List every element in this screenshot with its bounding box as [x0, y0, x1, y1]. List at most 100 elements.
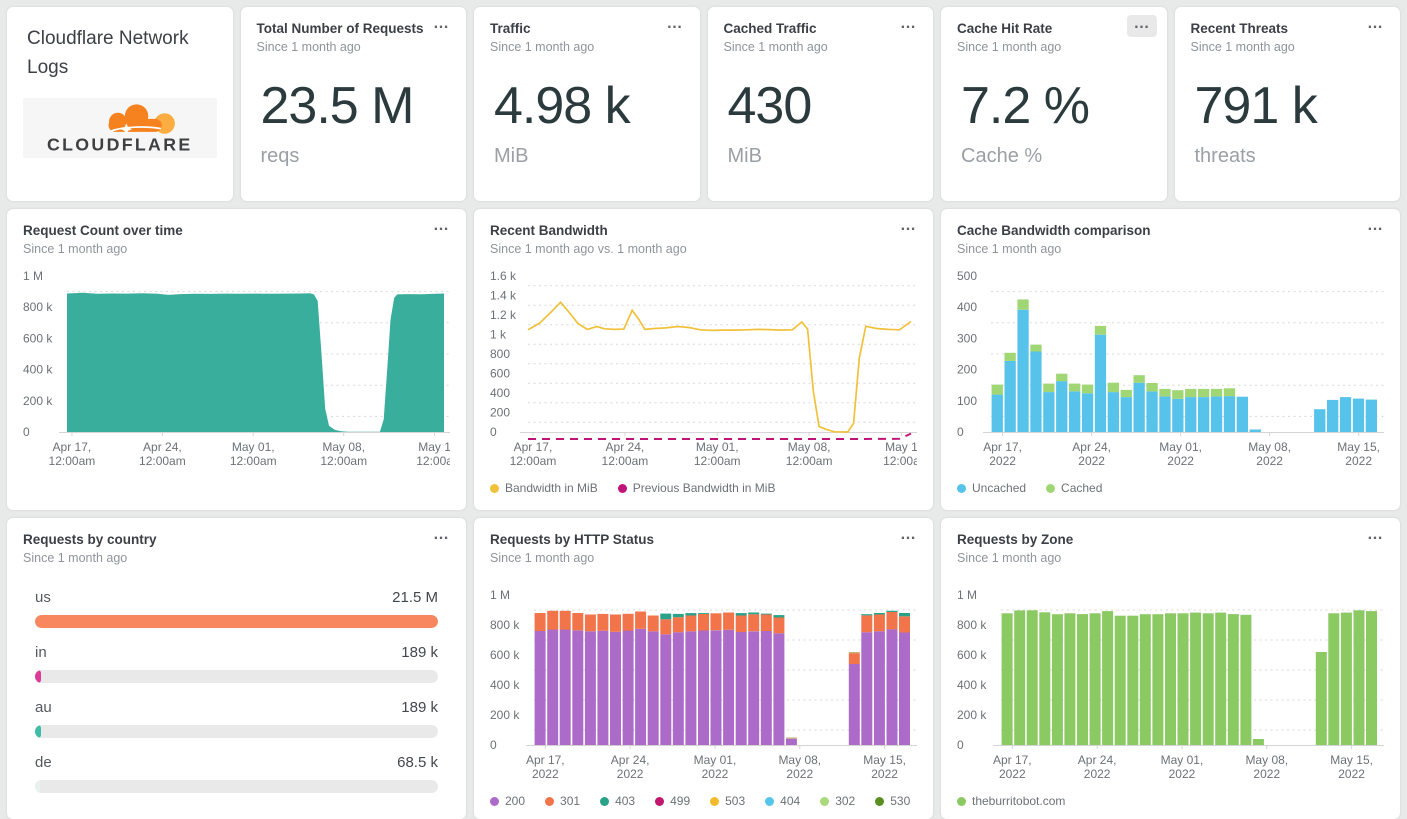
legend-label: Cached: [1061, 481, 1102, 495]
panel-menu-button[interactable]: …: [893, 217, 923, 239]
svg-text:2022: 2022: [871, 767, 898, 781]
panel-requests-by-http-status: Requests by HTTP Status Since 1 month ag…: [474, 518, 933, 819]
legend-dot-icon: [710, 797, 719, 806]
panel-title: Traffic: [490, 21, 684, 37]
svg-text:May 08,: May 08,: [788, 440, 831, 454]
svg-text:2022: 2022: [1078, 454, 1105, 468]
svg-text:Apr 24,: Apr 24,: [1072, 440, 1111, 454]
legend-dot-icon: [490, 797, 499, 806]
panel-menu-button[interactable]: …: [426, 526, 456, 548]
svg-text:12:00a: 12:00a: [416, 454, 450, 468]
svg-text:200: 200: [957, 363, 977, 377]
svg-text:May 08,: May 08,: [1245, 753, 1288, 767]
country-label: in: [35, 644, 47, 661]
svg-text:12:00am: 12:00am: [602, 454, 649, 468]
panel-menu-button[interactable]: …: [660, 15, 690, 37]
svg-text:0: 0: [490, 425, 497, 439]
legend-item[interactable]: Cached: [1046, 481, 1102, 495]
svg-text:12:00a: 12:00a: [883, 454, 917, 468]
stat-value: 791 k: [1195, 80, 1381, 132]
legend-item[interactable]: 404: [765, 794, 800, 808]
svg-text:2022: 2022: [1256, 454, 1283, 468]
legend-item[interactable]: 503: [710, 794, 745, 808]
legend-item[interactable]: 499: [655, 794, 690, 808]
legend-label: Bandwidth in MiB: [505, 481, 598, 495]
panel-subtitle: Since 1 month ago: [23, 551, 450, 565]
legend-dot-icon: [875, 797, 884, 806]
panel-menu-button[interactable]: …: [1360, 526, 1390, 548]
legend-item[interactable]: theburritobot.com: [957, 794, 1065, 808]
svg-text:12:00am: 12:00am: [694, 454, 741, 468]
country-label: de: [35, 754, 52, 771]
stat-unit: threats: [1195, 145, 1381, 168]
country-bar-fill: [35, 615, 438, 628]
panel-title: Requests by country: [23, 532, 450, 548]
svg-text:2022: 2022: [1084, 767, 1111, 781]
legend-item[interactable]: 302: [820, 794, 855, 808]
svg-text:2022: 2022: [1169, 767, 1196, 781]
panel-subtitle: Since 1 month ago: [957, 551, 1384, 565]
panel-recent-threats: Recent Threats Since 1 month ago … 791 k…: [1175, 7, 1401, 201]
svg-text:May 08,: May 08,: [778, 753, 821, 767]
svg-text:0: 0: [490, 738, 497, 752]
svg-text:May 01,: May 01,: [1161, 753, 1204, 767]
svg-text:2022: 2022: [989, 454, 1016, 468]
svg-text:800 k: 800 k: [490, 618, 520, 632]
svg-text:200 k: 200 k: [23, 394, 53, 408]
panel-menu-button[interactable]: …: [1127, 15, 1157, 37]
panel-subtitle: Since 1 month ago: [724, 40, 918, 54]
svg-text:May 1: May 1: [885, 440, 917, 454]
legend-item[interactable]: Uncached: [957, 481, 1026, 495]
panel-menu-button[interactable]: …: [426, 217, 456, 239]
panel-menu-button[interactable]: …: [1360, 15, 1390, 37]
svg-text:Apr 17,: Apr 17,: [514, 440, 553, 454]
svg-text:May 01,: May 01,: [232, 440, 275, 454]
legend-label: 301: [560, 794, 580, 808]
legend-label: Previous Bandwidth in MiB: [633, 481, 776, 495]
legend-item[interactable]: Previous Bandwidth in MiB: [618, 481, 776, 495]
svg-text:2022: 2022: [1338, 767, 1365, 781]
panel-header: Cloudflare Network Logs CLOUDFLARE: [7, 7, 233, 201]
svg-text:Apr 24,: Apr 24,: [611, 753, 650, 767]
legend-item[interactable]: 200: [490, 794, 525, 808]
panel-menu-button[interactable]: …: [1360, 217, 1390, 239]
legend-label: 499: [670, 794, 690, 808]
country-bar-track: [35, 725, 438, 738]
svg-text:Apr 17,: Apr 17,: [526, 753, 565, 767]
panel-menu-button[interactable]: …: [426, 15, 456, 37]
chart-legend: Bandwidth in MiB Previous Bandwidth in Mi…: [490, 481, 917, 495]
country-bar-fill: [35, 780, 40, 793]
panel-subtitle: Since 1 month ago: [957, 242, 1384, 256]
country-row[interactable]: in 189 k: [35, 644, 438, 699]
svg-text:2022: 2022: [532, 767, 559, 781]
svg-text:500: 500: [957, 269, 977, 283]
svg-text:300: 300: [957, 332, 977, 346]
legend-item[interactable]: 530: [875, 794, 910, 808]
panel-cached-traffic: Cached Traffic Since 1 month ago … 430 M…: [708, 7, 934, 201]
panel-menu-button[interactable]: …: [893, 15, 923, 37]
legend-label: theburritobot.com: [972, 794, 1065, 808]
legend-item[interactable]: Bandwidth in MiB: [490, 481, 598, 495]
country-value: 189 k: [401, 644, 438, 661]
legend-item[interactable]: 403: [600, 794, 635, 808]
svg-text:0: 0: [23, 425, 30, 439]
panel-subtitle: Since 1 month ago vs. 1 month ago: [490, 242, 917, 256]
svg-text:0: 0: [957, 425, 964, 439]
legend-item[interactable]: 301: [545, 794, 580, 808]
panel-title: Cache Hit Rate: [957, 21, 1151, 37]
svg-text:12:00am: 12:00am: [49, 454, 96, 468]
chart-legend: Uncached Cached: [957, 481, 1384, 495]
panel-menu-button[interactable]: …: [893, 526, 923, 548]
svg-text:May 01,: May 01,: [1159, 440, 1202, 454]
svg-text:800 k: 800 k: [23, 300, 53, 314]
